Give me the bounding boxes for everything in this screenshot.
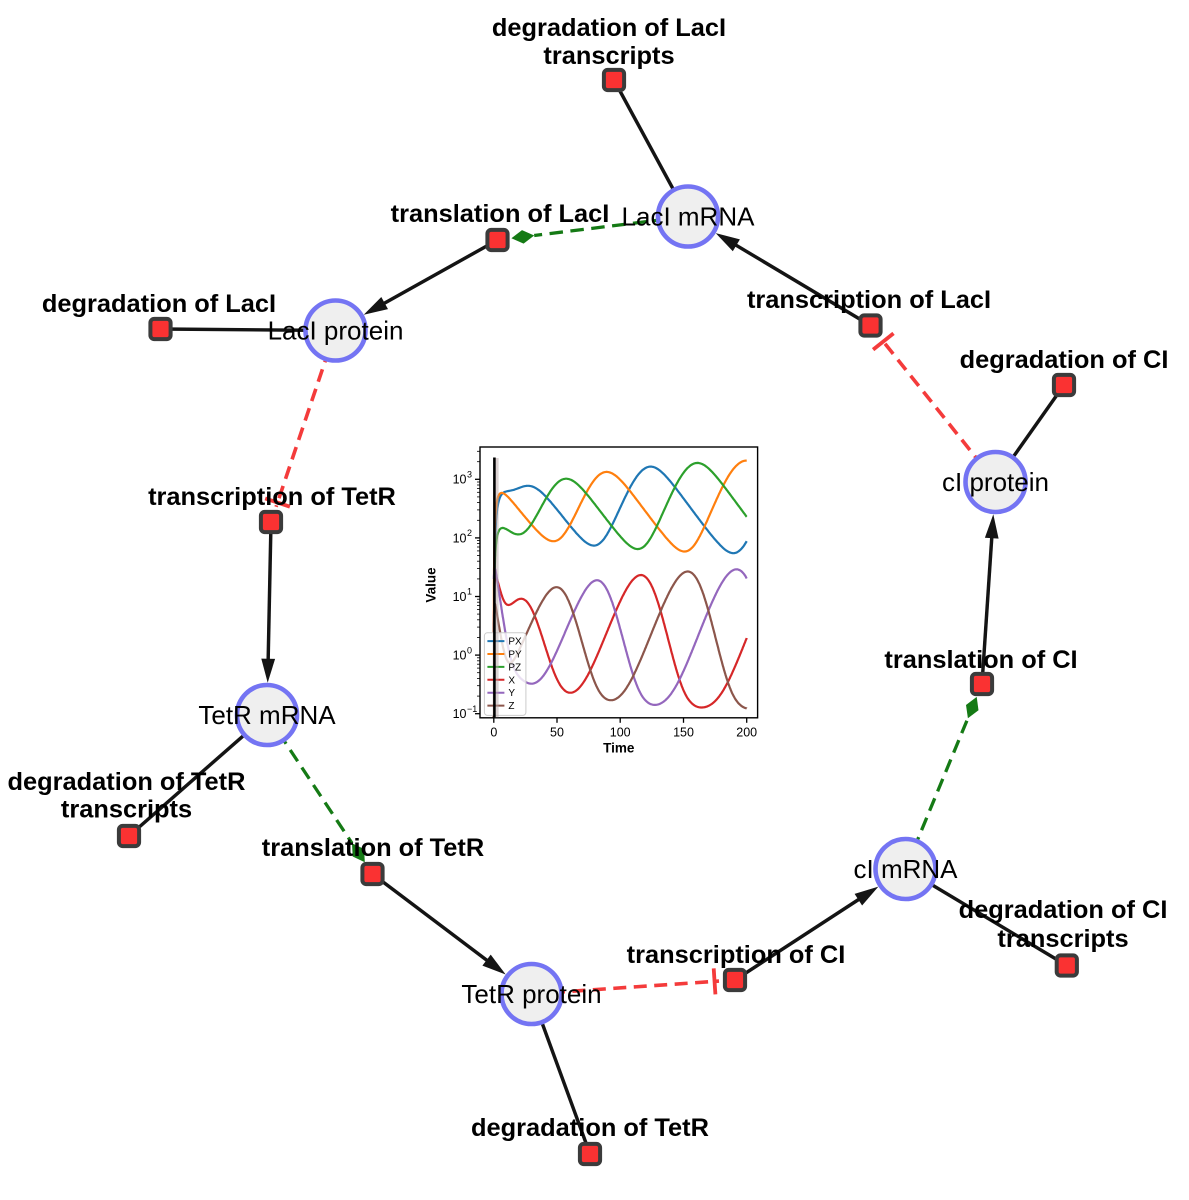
svg-text:degradation of CI: degradation of CI bbox=[959, 896, 1168, 924]
svg-text:0: 0 bbox=[467, 645, 472, 655]
svg-text:−1: −1 bbox=[467, 704, 477, 714]
svg-text:PY: PY bbox=[508, 650, 522, 661]
svg-text:100: 100 bbox=[610, 726, 631, 740]
svg-text:200: 200 bbox=[736, 726, 757, 740]
svg-text:10: 10 bbox=[453, 531, 467, 545]
svg-text:Z: Z bbox=[508, 701, 514, 712]
svg-text:degradation of LacI: degradation of LacI bbox=[42, 290, 276, 318]
svg-text:2: 2 bbox=[467, 528, 472, 538]
svg-text:transcription of LacI: transcription of LacI bbox=[747, 286, 991, 314]
svg-text:degradation of CI: degradation of CI bbox=[960, 346, 1169, 374]
svg-text:150: 150 bbox=[673, 726, 694, 740]
svg-text:Value: Value bbox=[424, 567, 439, 603]
svg-text:1: 1 bbox=[467, 587, 472, 597]
svg-text:transcripts: transcripts bbox=[61, 796, 192, 824]
svg-text:Y: Y bbox=[508, 688, 515, 699]
svg-text:10: 10 bbox=[453, 649, 467, 663]
svg-text:translation of TetR: translation of TetR bbox=[262, 834, 484, 862]
svg-text:degradation of TetR: degradation of TetR bbox=[471, 1114, 709, 1142]
svg-text:LacI protein: LacI protein bbox=[268, 316, 404, 346]
svg-text:50: 50 bbox=[550, 726, 564, 740]
svg-text:translation of CI: translation of CI bbox=[884, 646, 1077, 674]
svg-text:10: 10 bbox=[453, 707, 467, 721]
svg-text:cI mRNA: cI mRNA bbox=[854, 854, 959, 884]
svg-text:Time: Time bbox=[603, 741, 635, 756]
svg-text:translation of LacI: translation of LacI bbox=[391, 200, 610, 228]
svg-text:TetR mRNA: TetR mRNA bbox=[198, 700, 336, 730]
svg-text:3: 3 bbox=[467, 470, 472, 480]
svg-text:transcription of TetR: transcription of TetR bbox=[148, 483, 396, 511]
svg-text:PZ: PZ bbox=[508, 662, 521, 673]
svg-text:PX: PX bbox=[508, 637, 522, 648]
svg-text:10: 10 bbox=[453, 473, 467, 487]
svg-text:transcription of CI: transcription of CI bbox=[627, 941, 846, 969]
svg-text:0: 0 bbox=[490, 726, 497, 740]
svg-text:LacI mRNA: LacI mRNA bbox=[622, 202, 756, 232]
svg-text:degradation of LacI: degradation of LacI bbox=[492, 14, 726, 42]
svg-text:10: 10 bbox=[453, 590, 467, 604]
svg-text:cI protein: cI protein bbox=[942, 467, 1049, 497]
svg-text:X: X bbox=[508, 675, 515, 686]
svg-text:transcripts: transcripts bbox=[997, 925, 1128, 953]
svg-text:TetR protein: TetR protein bbox=[461, 979, 601, 1009]
svg-text:degradation of TetR: degradation of TetR bbox=[8, 768, 246, 796]
svg-text:transcripts: transcripts bbox=[543, 42, 674, 70]
